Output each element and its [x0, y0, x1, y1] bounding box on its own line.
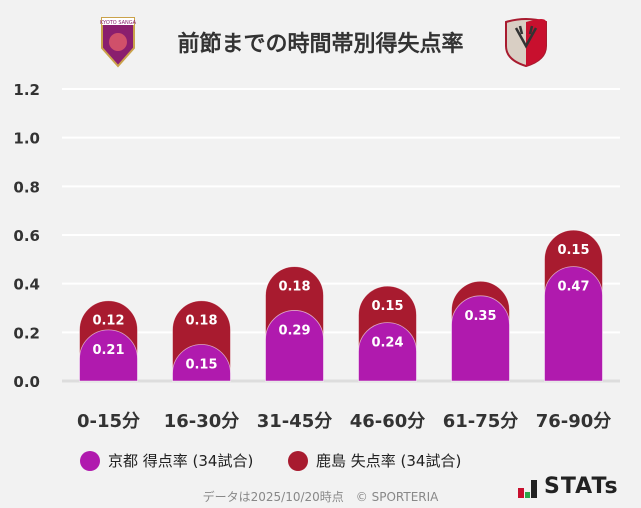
kyoto-sanga-logo: KYOTO SANGA: [100, 17, 137, 68]
bar-kyoto: [172, 344, 231, 382]
stats-bars-icon: [518, 480, 537, 498]
y-tick-label: 0.2: [13, 324, 40, 342]
footer-note: データは2025/10/20時点 © SPORTERIA: [202, 490, 439, 504]
brand-text: STATs: [544, 474, 619, 499]
data-label-kashima: 0.18: [185, 314, 217, 329]
y-tick-label: 1.0: [13, 130, 40, 148]
bar-kyoto: [79, 329, 138, 382]
legend-swatch: [288, 450, 308, 471]
legend-item-kashima: 鹿島 失点率 (34試合): [288, 450, 461, 471]
bar-kyoto: [358, 322, 417, 382]
bar-kyoto: [451, 295, 510, 382]
x-tick-label: 16-30分: [164, 411, 240, 432]
data-label-kyoto: 0.35: [464, 309, 496, 324]
y-tick-label: 1.2: [13, 81, 40, 99]
x-tick-label: 0-15分: [77, 411, 140, 432]
legend-item-kyoto: 京都 得点率 (34試合): [80, 450, 253, 471]
legend-label: 京都 得点率 (34試合): [108, 452, 254, 470]
svg-text:KYOTO SANGA: KYOTO SANGA: [100, 20, 137, 26]
data-label-kyoto: 0.15: [185, 358, 217, 373]
y-tick-label: 0.4: [13, 276, 40, 294]
y-tick-label: 0.6: [13, 227, 40, 245]
x-tick-label: 61-75分: [443, 411, 519, 432]
data-label-kashima: 0.12: [92, 314, 124, 329]
data-label-kyoto: 0.47: [557, 280, 589, 295]
kashima-antlers-logo: [505, 18, 547, 68]
bar-kyoto: [265, 310, 324, 382]
data-label-kyoto: 0.21: [92, 343, 124, 358]
x-tick-label: 46-60分: [350, 411, 426, 432]
bar-chart: 0.0 0.2 0.4 0.6 0.8 1.0 1.2 0.12 0.21 0-15分 0.18 0.…: [13, 81, 620, 432]
legend-swatch: [80, 450, 100, 471]
y-tick-label: 0.0: [13, 373, 40, 391]
y-tick-label: 0.8: [13, 178, 40, 196]
x-tick-label: 76-90分: [536, 411, 612, 432]
x-tick-label: 31-45分: [257, 411, 333, 432]
stats-brand-logo: STATs: [518, 476, 619, 498]
chart-title: 前節までの時間帯別得失点率: [177, 32, 464, 57]
data-label-kyoto: 0.24: [371, 336, 403, 351]
data-label-kashima: 0.15: [371, 299, 403, 314]
legend-label: 鹿島 失点率 (34試合): [316, 452, 462, 470]
data-label-kyoto: 0.29: [278, 323, 310, 338]
bar-kyoto: [544, 266, 603, 382]
data-label-kashima: 0.18: [278, 280, 310, 295]
data-label-kashima: 0.15: [557, 243, 589, 258]
